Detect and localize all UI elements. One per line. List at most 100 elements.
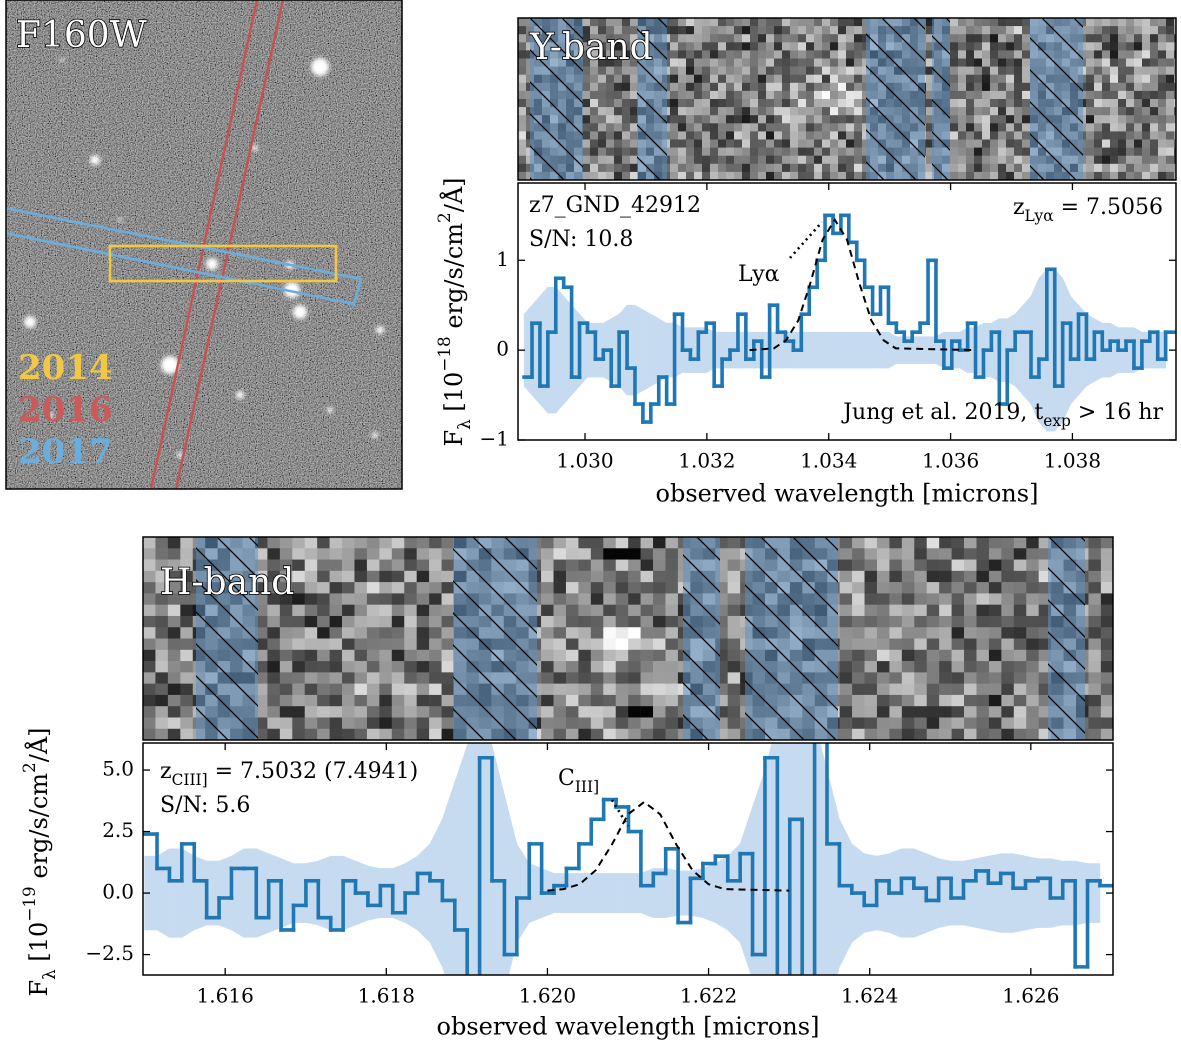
pixel — [926, 683, 940, 696]
pixel — [939, 548, 952, 560]
pixel — [267, 537, 281, 549]
pixel — [1166, 90, 1175, 100]
pixel — [590, 694, 604, 707]
pixel — [814, 50, 823, 59]
pixel — [1086, 163, 1095, 173]
error-band — [330, 855, 344, 931]
pixel — [798, 99, 807, 108]
pixel — [628, 672, 641, 684]
pixel — [710, 163, 719, 173]
pixel — [734, 26, 743, 35]
pixel — [790, 90, 799, 100]
pixel — [822, 50, 831, 59]
pixel — [798, 155, 807, 165]
pixel — [988, 706, 1002, 718]
pixel — [766, 155, 775, 165]
pixel — [630, 107, 639, 116]
pixel — [614, 99, 623, 108]
pixel — [1022, 18, 1031, 27]
pixel — [254, 649, 268, 662]
pixel — [1038, 661, 1052, 673]
pixel — [404, 706, 417, 718]
pixel — [814, 18, 823, 27]
pixel — [822, 171, 831, 181]
pixel — [750, 58, 759, 67]
pixel — [710, 74, 719, 84]
credit-label-part: Jung et al. 2019, — [841, 400, 1034, 425]
pixel — [830, 18, 839, 27]
pixel — [1001, 638, 1015, 651]
pixel — [565, 706, 579, 718]
pixel — [553, 672, 567, 684]
pixel — [901, 627, 915, 639]
pixel — [317, 559, 330, 572]
pixel — [304, 604, 318, 617]
error-band — [1087, 863, 1101, 923]
error-band — [950, 860, 964, 926]
pixel — [180, 694, 194, 707]
pixel — [329, 582, 343, 594]
pixel — [926, 559, 940, 572]
pixel — [686, 107, 695, 116]
pixel — [734, 34, 743, 43]
pixel — [852, 683, 865, 696]
pixel — [926, 649, 940, 662]
pixel — [1086, 123, 1095, 132]
error-band — [919, 336, 929, 364]
pixel — [990, 66, 999, 75]
pixel — [653, 615, 666, 628]
pixel — [951, 593, 965, 605]
pixel — [1110, 82, 1119, 92]
pixel — [939, 672, 952, 684]
pixel — [950, 131, 959, 140]
pixel — [1100, 593, 1114, 605]
pixel — [1150, 115, 1159, 124]
pixel — [901, 604, 915, 617]
pixel — [640, 683, 654, 696]
error-band — [516, 842, 530, 944]
pixel — [640, 570, 654, 583]
pixel — [846, 131, 855, 140]
pixel — [939, 706, 952, 718]
pixel — [726, 74, 735, 84]
pixel — [750, 115, 759, 124]
error-band — [764, 743, 778, 975]
pixel — [838, 147, 847, 156]
pixel — [1126, 155, 1135, 165]
pixel — [830, 34, 839, 43]
pixel — [553, 683, 567, 696]
pixel — [416, 537, 430, 549]
pixel — [143, 706, 156, 718]
pixel — [267, 559, 281, 572]
pixel — [727, 649, 741, 662]
pixel — [988, 627, 1002, 639]
pixel — [727, 559, 741, 572]
pixel — [404, 683, 417, 696]
pixel — [852, 694, 865, 707]
pixel — [254, 559, 268, 572]
pixel — [854, 74, 863, 84]
pixel — [441, 661, 455, 673]
pixel — [926, 18, 935, 27]
pixel — [155, 615, 169, 628]
pixel — [622, 66, 631, 75]
pixel — [1001, 593, 1015, 605]
pixel — [702, 74, 711, 84]
pixel — [665, 683, 679, 696]
y-axis-label-part: /Å] — [24, 727, 53, 762]
pixel — [622, 99, 631, 108]
pixel — [758, 139, 767, 148]
pixel — [958, 74, 967, 84]
pixel — [830, 147, 839, 156]
pixel — [590, 18, 599, 27]
pixel — [686, 123, 695, 132]
pixel — [864, 706, 878, 718]
pixel — [988, 593, 1002, 605]
pixel — [958, 26, 967, 35]
pixel — [852, 615, 865, 628]
pixel — [1118, 50, 1127, 59]
pixel — [694, 90, 703, 100]
pixel — [155, 627, 169, 639]
pixel — [404, 627, 417, 639]
pixel — [790, 147, 799, 156]
